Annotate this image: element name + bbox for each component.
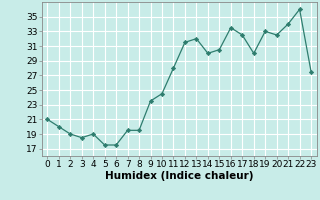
X-axis label: Humidex (Indice chaleur): Humidex (Indice chaleur) <box>105 171 253 181</box>
